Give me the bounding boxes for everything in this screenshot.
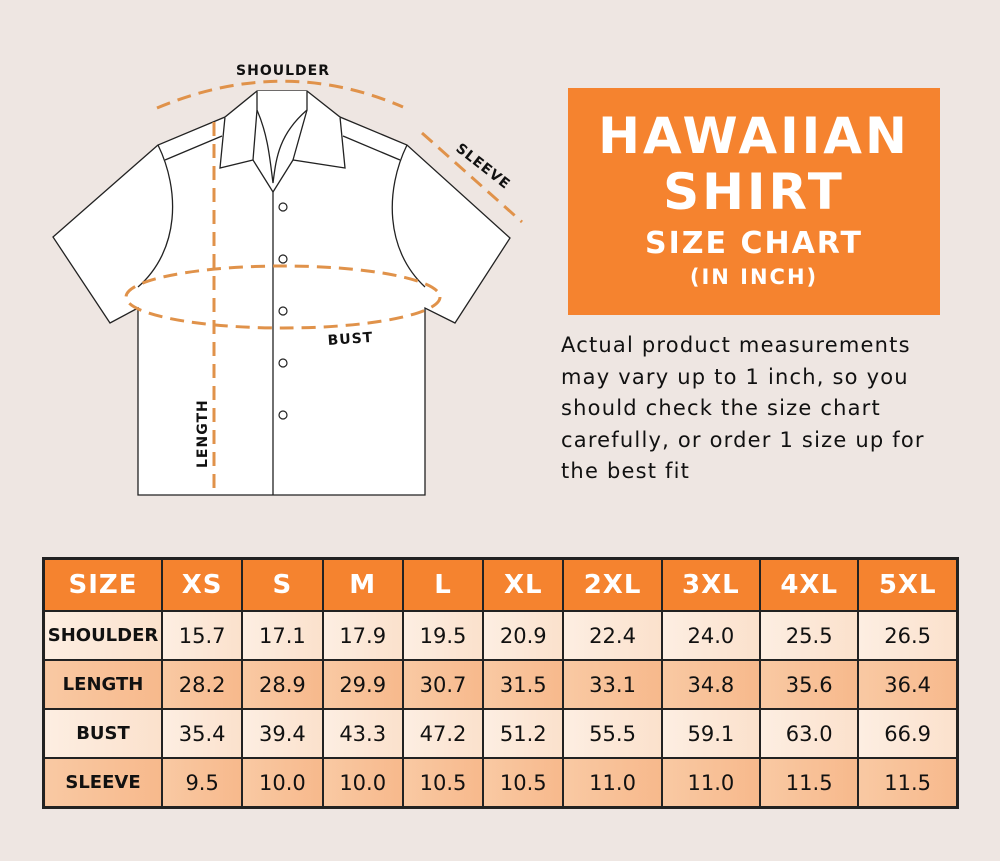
table-cell: 20.9	[482, 610, 565, 661]
shirt-outline	[52, 90, 511, 496]
table-cell: 25.5	[759, 610, 860, 661]
table-cell: 10.0	[321, 757, 404, 809]
table-cell: 11.5	[759, 757, 860, 809]
row-label: BUST	[42, 708, 163, 759]
row-label: SHOULDER	[42, 610, 163, 661]
table-cell: 19.5	[401, 610, 485, 661]
table-header-cell: L	[401, 557, 485, 612]
table-row: SLEEVE 9.5 10.0 10.0 10.5 10.5 11.0 11.0 11.5 11.…	[42, 757, 959, 809]
table-row: LENGTH 28.2 28.9 29.9 30.7 31.5 33.1 34.8 35.6 36…	[42, 659, 959, 710]
table-cell: 59.1	[660, 708, 762, 759]
bust-label: BUST	[327, 330, 374, 349]
table-cell: 47.2	[401, 708, 485, 759]
table-cell: 34.8	[660, 659, 762, 710]
title-line-2: SHIRT	[663, 163, 845, 221]
table-header-cell: SIZE	[42, 557, 163, 612]
table-cell: 22.4	[562, 610, 663, 661]
table-header-cell: 4XL	[759, 557, 860, 612]
table-header-cell: 3XL	[660, 557, 762, 612]
row-label: LENGTH	[42, 659, 163, 710]
size-table: SIZE XS S M L XL 2XL 3XL 4XL 5XL SHOULDER 15.7 17.1…	[42, 557, 959, 809]
table-header-cell: XL	[482, 557, 565, 612]
table-row: SHOULDER 15.7 17.1 17.9 19.5 20.9 22.4 24.0 25.5…	[42, 610, 959, 661]
table-cell: 28.9	[241, 659, 324, 710]
table-header-cell: M	[321, 557, 404, 612]
table-cell: 9.5	[160, 757, 244, 809]
table-cell: 17.9	[321, 610, 404, 661]
table-cell: 10.5	[401, 757, 485, 809]
table-header-row: SIZE XS S M L XL 2XL 3XL 4XL 5XL	[42, 557, 959, 612]
table-cell: 29.9	[321, 659, 404, 710]
table-cell: 35.6	[759, 659, 860, 710]
title-line-1: HAWAIIAN	[598, 107, 910, 165]
shoulder-label: SHOULDER	[236, 63, 330, 79]
table-header-cell: S	[241, 557, 324, 612]
table-cell: 66.9	[857, 708, 959, 759]
table-cell: 24.0	[660, 610, 762, 661]
table-cell: 17.1	[241, 610, 324, 661]
table-cell: 30.7	[401, 659, 485, 710]
table-cell: 36.4	[857, 659, 959, 710]
title-box: HAWAIIAN SHIRT SIZE CHART (IN INCH)	[568, 88, 940, 315]
table-cell: 11.0	[660, 757, 762, 809]
title-unit: (IN INCH)	[689, 265, 819, 289]
title-line-3: SIZE CHART	[644, 226, 864, 261]
table-cell: 28.2	[160, 659, 244, 710]
table-header-cell: 2XL	[562, 557, 663, 612]
shirt-diagram: SHOULDER SLEEVE BUST LENGTH	[52, 63, 523, 496]
length-label: LENGTH	[195, 399, 211, 468]
table-header-cell: 5XL	[857, 557, 959, 612]
table-cell: 55.5	[562, 708, 663, 759]
table-cell: 39.4	[241, 708, 324, 759]
table-row: BUST 35.4 39.4 43.3 47.2 51.2 55.5 59.1 63.0 66.9	[42, 708, 959, 759]
table-cell: 26.5	[857, 610, 959, 661]
table-cell: 11.5	[857, 757, 959, 809]
table-header-cell: XS	[160, 557, 244, 612]
table-cell: 35.4	[160, 708, 244, 759]
table-cell: 31.5	[482, 659, 565, 710]
table-cell: 10.0	[241, 757, 324, 809]
table-cell: 63.0	[759, 708, 860, 759]
table-cell: 43.3	[321, 708, 404, 759]
measurement-note: Actual product measurements may vary up …	[561, 333, 925, 483]
button-icons	[278, 202, 288, 420]
table-cell: 15.7	[160, 610, 244, 661]
table-cell: 11.0	[562, 757, 663, 809]
table-cell: 10.5	[482, 757, 565, 809]
measure-lines	[124, 79, 523, 495]
table-cell: 33.1	[562, 659, 663, 710]
table-cell: 51.2	[482, 708, 565, 759]
row-label: SLEEVE	[42, 757, 163, 809]
